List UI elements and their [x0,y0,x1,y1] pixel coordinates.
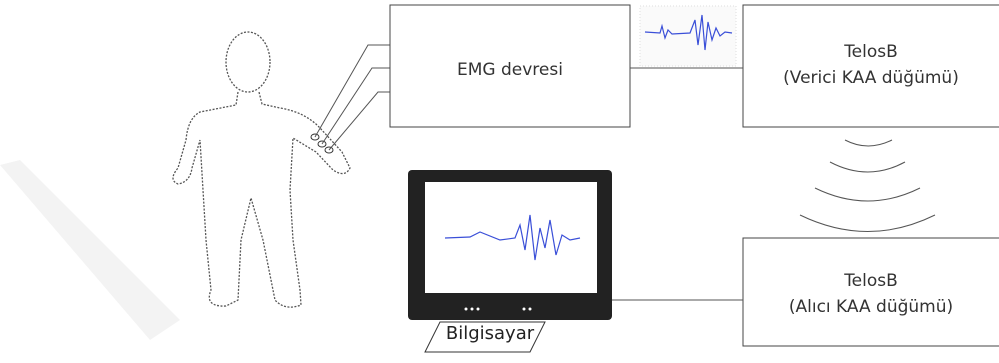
sender-box [743,5,999,127]
sender-subtitle: (Verici KAA düğümü) [783,68,959,88]
human-figure [173,32,350,307]
receiver-subtitle: (Alıcı KAA düğümü) [789,297,953,317]
signal-thumbnail [640,6,736,66]
computer-label: Bilgisayar [446,323,535,344]
receiver-box [743,238,999,346]
diagram: EMG devresi TelosB (Verici KAA düğümü) T… [0,0,999,363]
watermark [0,160,180,340]
emg-label: EMG devresi [457,60,563,80]
receiver-title: TelosB [843,271,898,291]
sender-title: TelosB [843,42,898,62]
wireless-signal [800,140,935,232]
